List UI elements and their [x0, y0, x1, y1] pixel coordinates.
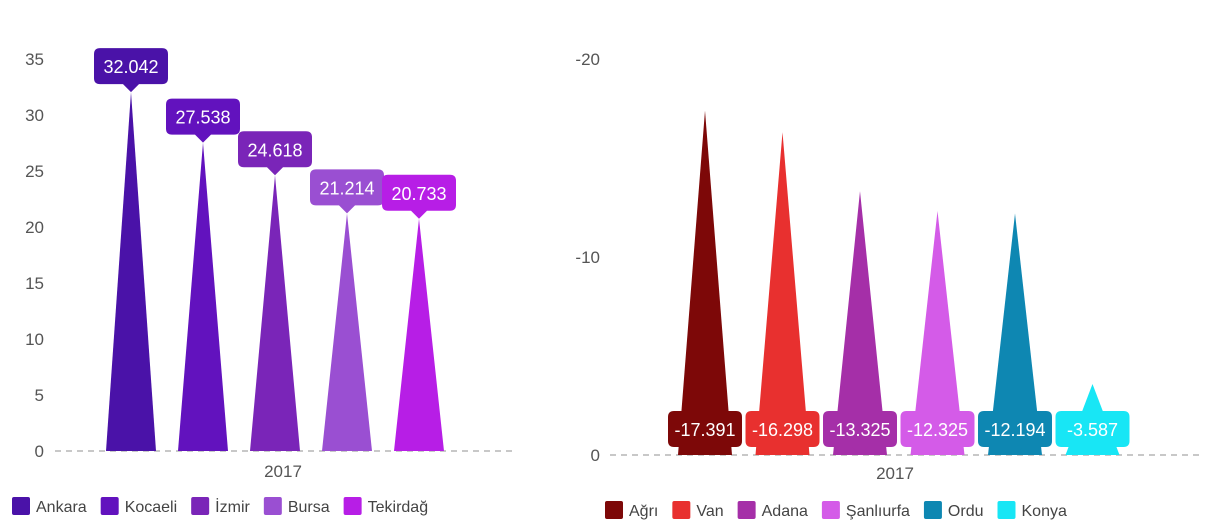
y-tick-label: 10	[25, 330, 44, 349]
data-label: 20.733	[391, 184, 446, 204]
data-label: -3.587	[1067, 420, 1118, 440]
y-tick-label: 25	[25, 162, 44, 181]
bar-spike	[755, 132, 810, 455]
data-label-box	[668, 411, 742, 455]
y-tick-label: 30	[25, 106, 44, 125]
data-label-box	[94, 48, 168, 93]
y-tick-label: -20	[575, 50, 600, 69]
legend-swatch	[997, 501, 1016, 519]
data-label-box	[1055, 411, 1130, 455]
data-label: 24.618	[247, 140, 302, 160]
legend-label: Konya	[1022, 503, 1067, 520]
y-tick-label: 5	[35, 386, 44, 405]
data-label-box	[382, 174, 456, 219]
data-label: -17.391	[674, 420, 735, 440]
bar-spike	[833, 191, 887, 456]
legend-swatch	[923, 501, 942, 519]
data-label: -16.298	[752, 420, 813, 440]
data-label: 32.042	[103, 57, 158, 77]
legend-label: Bursa	[288, 499, 330, 516]
bar-spike	[106, 92, 156, 451]
legend-swatch	[343, 497, 362, 515]
bar-spike	[178, 142, 228, 451]
legend-label: Ağrı	[629, 503, 658, 520]
y-tick-label: 35	[25, 50, 44, 69]
bar-spike	[988, 213, 1042, 455]
legend-swatch	[191, 497, 210, 515]
legend-swatch	[605, 501, 623, 519]
data-label-box	[310, 169, 384, 214]
legend-label: Şanlıurfa	[846, 503, 910, 520]
legend-swatch	[12, 497, 30, 515]
bar-spike	[394, 218, 444, 451]
y-tick-label: 0	[35, 442, 44, 461]
bar-spike	[910, 210, 965, 455]
legend-swatch	[263, 497, 282, 515]
data-label-box	[166, 98, 240, 143]
y-tick-label: 20	[25, 218, 44, 237]
data-label: 21.214	[319, 178, 374, 198]
legend-label: Adana	[762, 503, 808, 520]
bar-spike	[322, 213, 372, 451]
bar-spike	[250, 175, 300, 452]
legend-label: Ordu	[948, 503, 984, 520]
data-label: -13.325	[829, 420, 890, 440]
legend-label: Ankara	[36, 499, 87, 516]
legend-swatch	[821, 501, 840, 519]
bar-spike	[678, 110, 732, 455]
data-label: -12.194	[984, 420, 1045, 440]
legend-label: Kocaeli	[125, 499, 177, 516]
y-tick-label: 0	[591, 446, 600, 465]
y-tick-label: -10	[575, 248, 600, 267]
legend-swatch	[737, 501, 756, 519]
data-label: -12.325	[907, 420, 968, 440]
legend-swatch	[672, 501, 691, 519]
data-label: 27.538	[175, 108, 230, 128]
data-label-box	[978, 411, 1052, 455]
data-label-box	[823, 411, 897, 455]
x-category-label: 2017	[876, 464, 914, 483]
legend-label: Van	[696, 503, 723, 520]
legend-swatch	[100, 497, 119, 515]
x-category-label: 2017	[264, 462, 302, 481]
data-label-box	[238, 131, 312, 176]
legend-label: İzmir	[215, 497, 250, 516]
data-label-box	[900, 411, 975, 455]
y-tick-label: 15	[25, 274, 44, 293]
legend-label: Tekirdağ	[368, 499, 428, 516]
data-label-box	[745, 411, 820, 455]
